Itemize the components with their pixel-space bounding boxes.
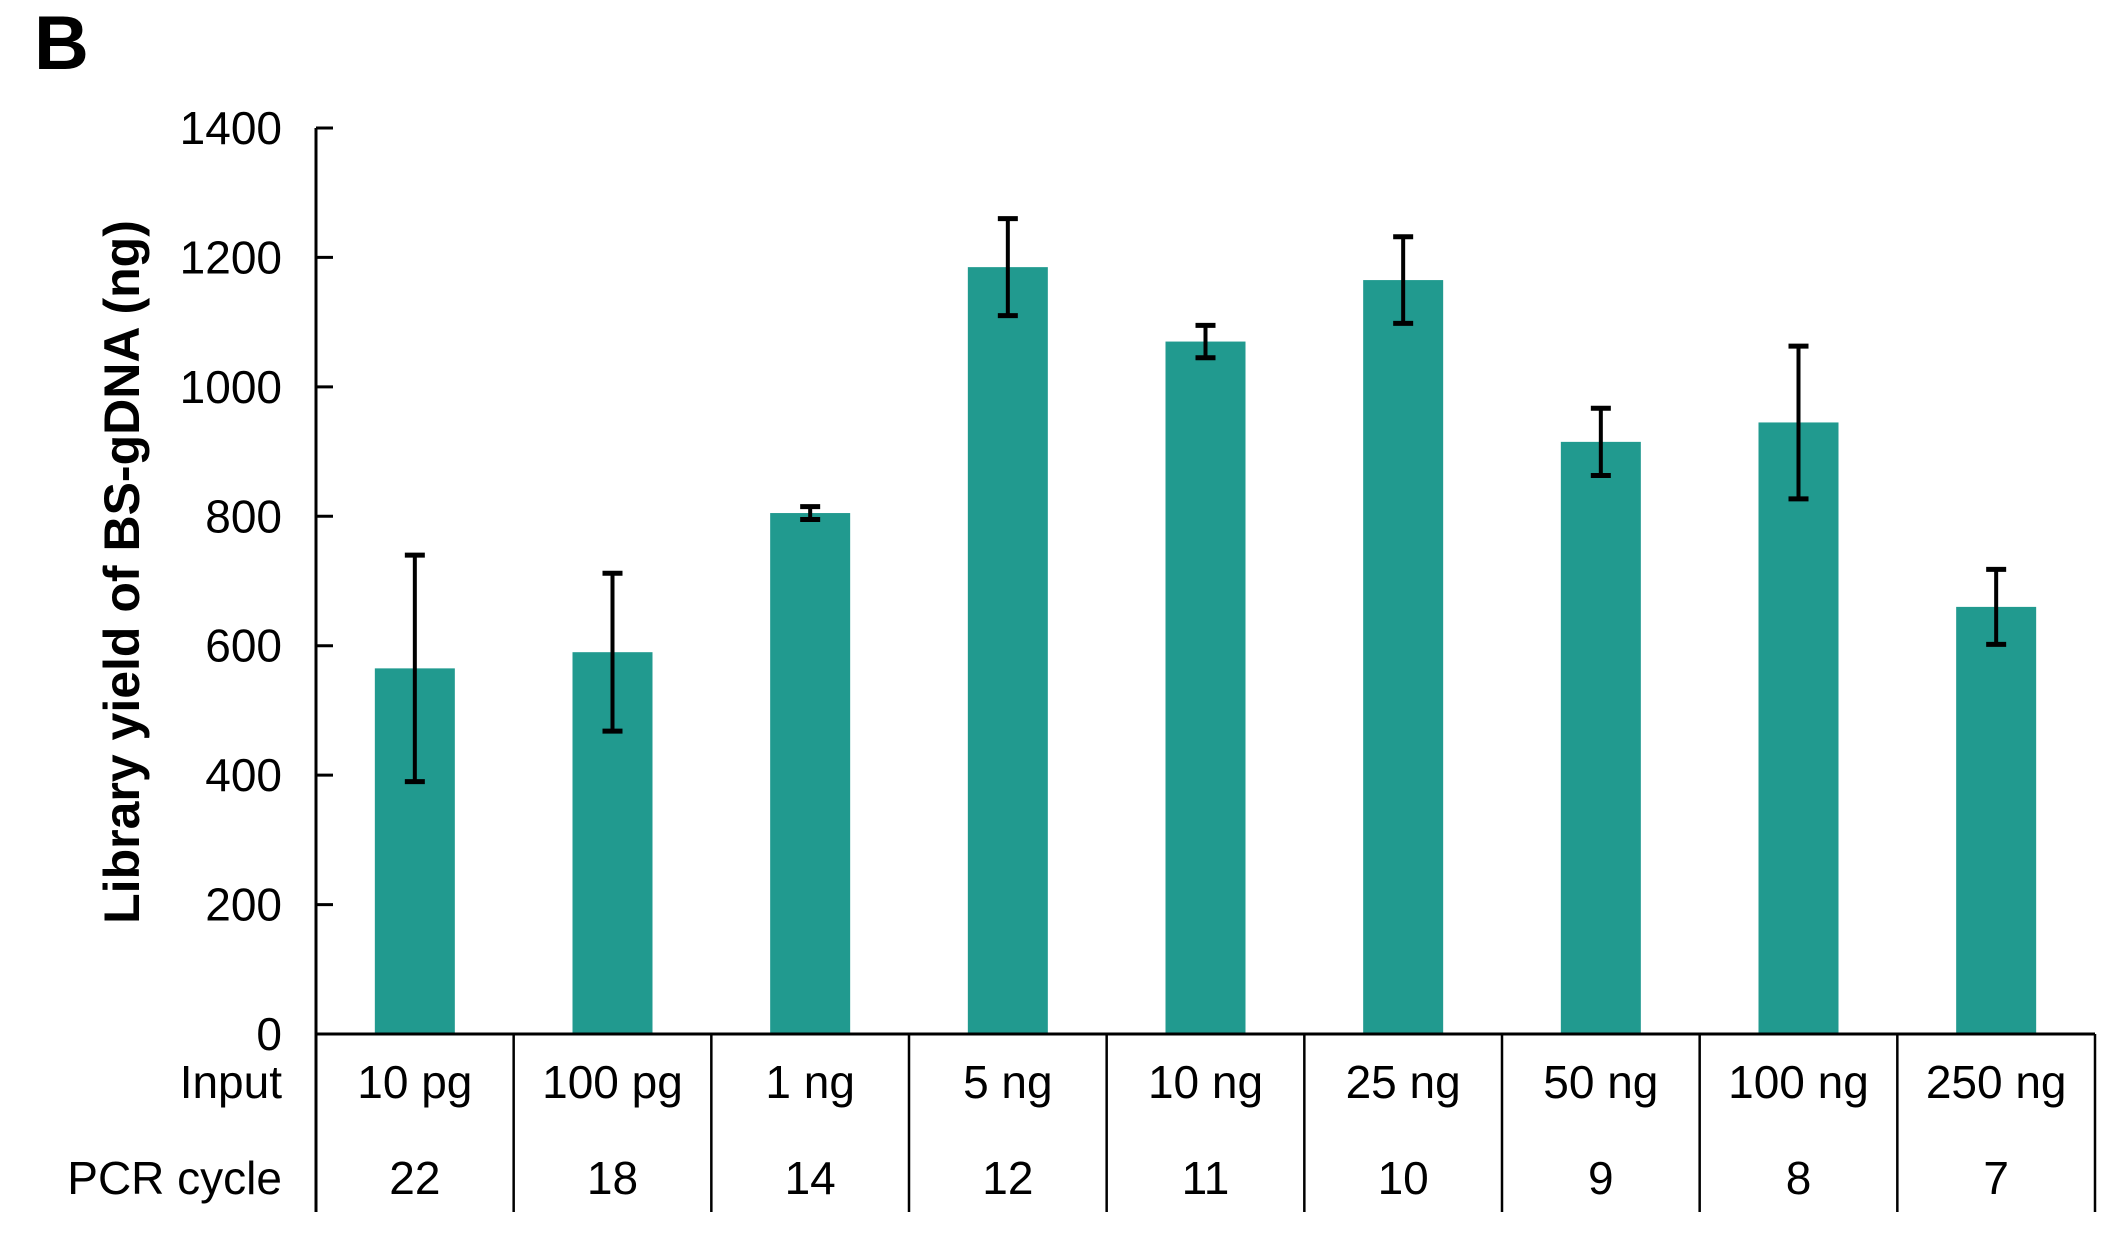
panel-label: B — [34, 1, 89, 86]
table-cell-input-6: 50 ng — [1543, 1056, 1658, 1108]
table-cell-pcr-5: 10 — [1378, 1152, 1429, 1204]
y-axis-title: Library yield of BS-gDNA (ng) — [94, 220, 150, 924]
bar-25ng — [1363, 280, 1444, 1034]
y-tick-label-0: 0 — [256, 1008, 282, 1060]
table-cell-input-8: 250 ng — [1926, 1056, 2067, 1108]
table-cell-input-5: 25 ng — [1346, 1056, 1461, 1108]
table-cell-pcr-0: 22 — [389, 1152, 440, 1204]
table-cell-input-4: 10 ng — [1148, 1056, 1263, 1108]
bar-5ng — [967, 267, 1048, 1034]
table-cell-pcr-6: 9 — [1588, 1152, 1614, 1204]
table-cell-pcr-3: 12 — [982, 1152, 1033, 1204]
bar-100ng — [1758, 422, 1839, 1034]
table-cell-input-0: 10 pg — [357, 1056, 472, 1108]
y-tick-label-1200: 1200 — [180, 231, 282, 283]
bar-250ng — [1956, 606, 2037, 1034]
table-row-label-pcr-cycle: PCR cycle — [67, 1152, 282, 1204]
table-cell-pcr-4: 11 — [1182, 1152, 1230, 1204]
y-tick-label-200: 200 — [205, 879, 282, 931]
y-tick-label-400: 400 — [205, 749, 282, 801]
bar-1ng — [770, 513, 851, 1034]
y-tick-label-800: 800 — [205, 490, 282, 542]
table-cell-pcr-2: 14 — [785, 1152, 836, 1204]
table-cell-input-7: 100 ng — [1728, 1056, 1869, 1108]
table-cell-pcr-8: 7 — [1983, 1152, 2009, 1204]
table-cell-input-3: 5 ng — [963, 1056, 1053, 1108]
bar-10ng — [1165, 341, 1246, 1034]
table-row-label-input: Input — [180, 1056, 283, 1108]
y-tick-label-600: 600 — [205, 620, 282, 672]
y-tick-label-1000: 1000 — [180, 361, 282, 413]
table-cell-pcr-1: 18 — [587, 1152, 638, 1204]
table-cell-pcr-7: 8 — [1786, 1152, 1812, 1204]
table-cell-input-1: 100 pg — [542, 1056, 683, 1108]
y-tick-label-1400: 1400 — [180, 102, 282, 154]
table-cell-input-2: 1 ng — [765, 1056, 855, 1108]
bar-50ng — [1560, 441, 1641, 1035]
